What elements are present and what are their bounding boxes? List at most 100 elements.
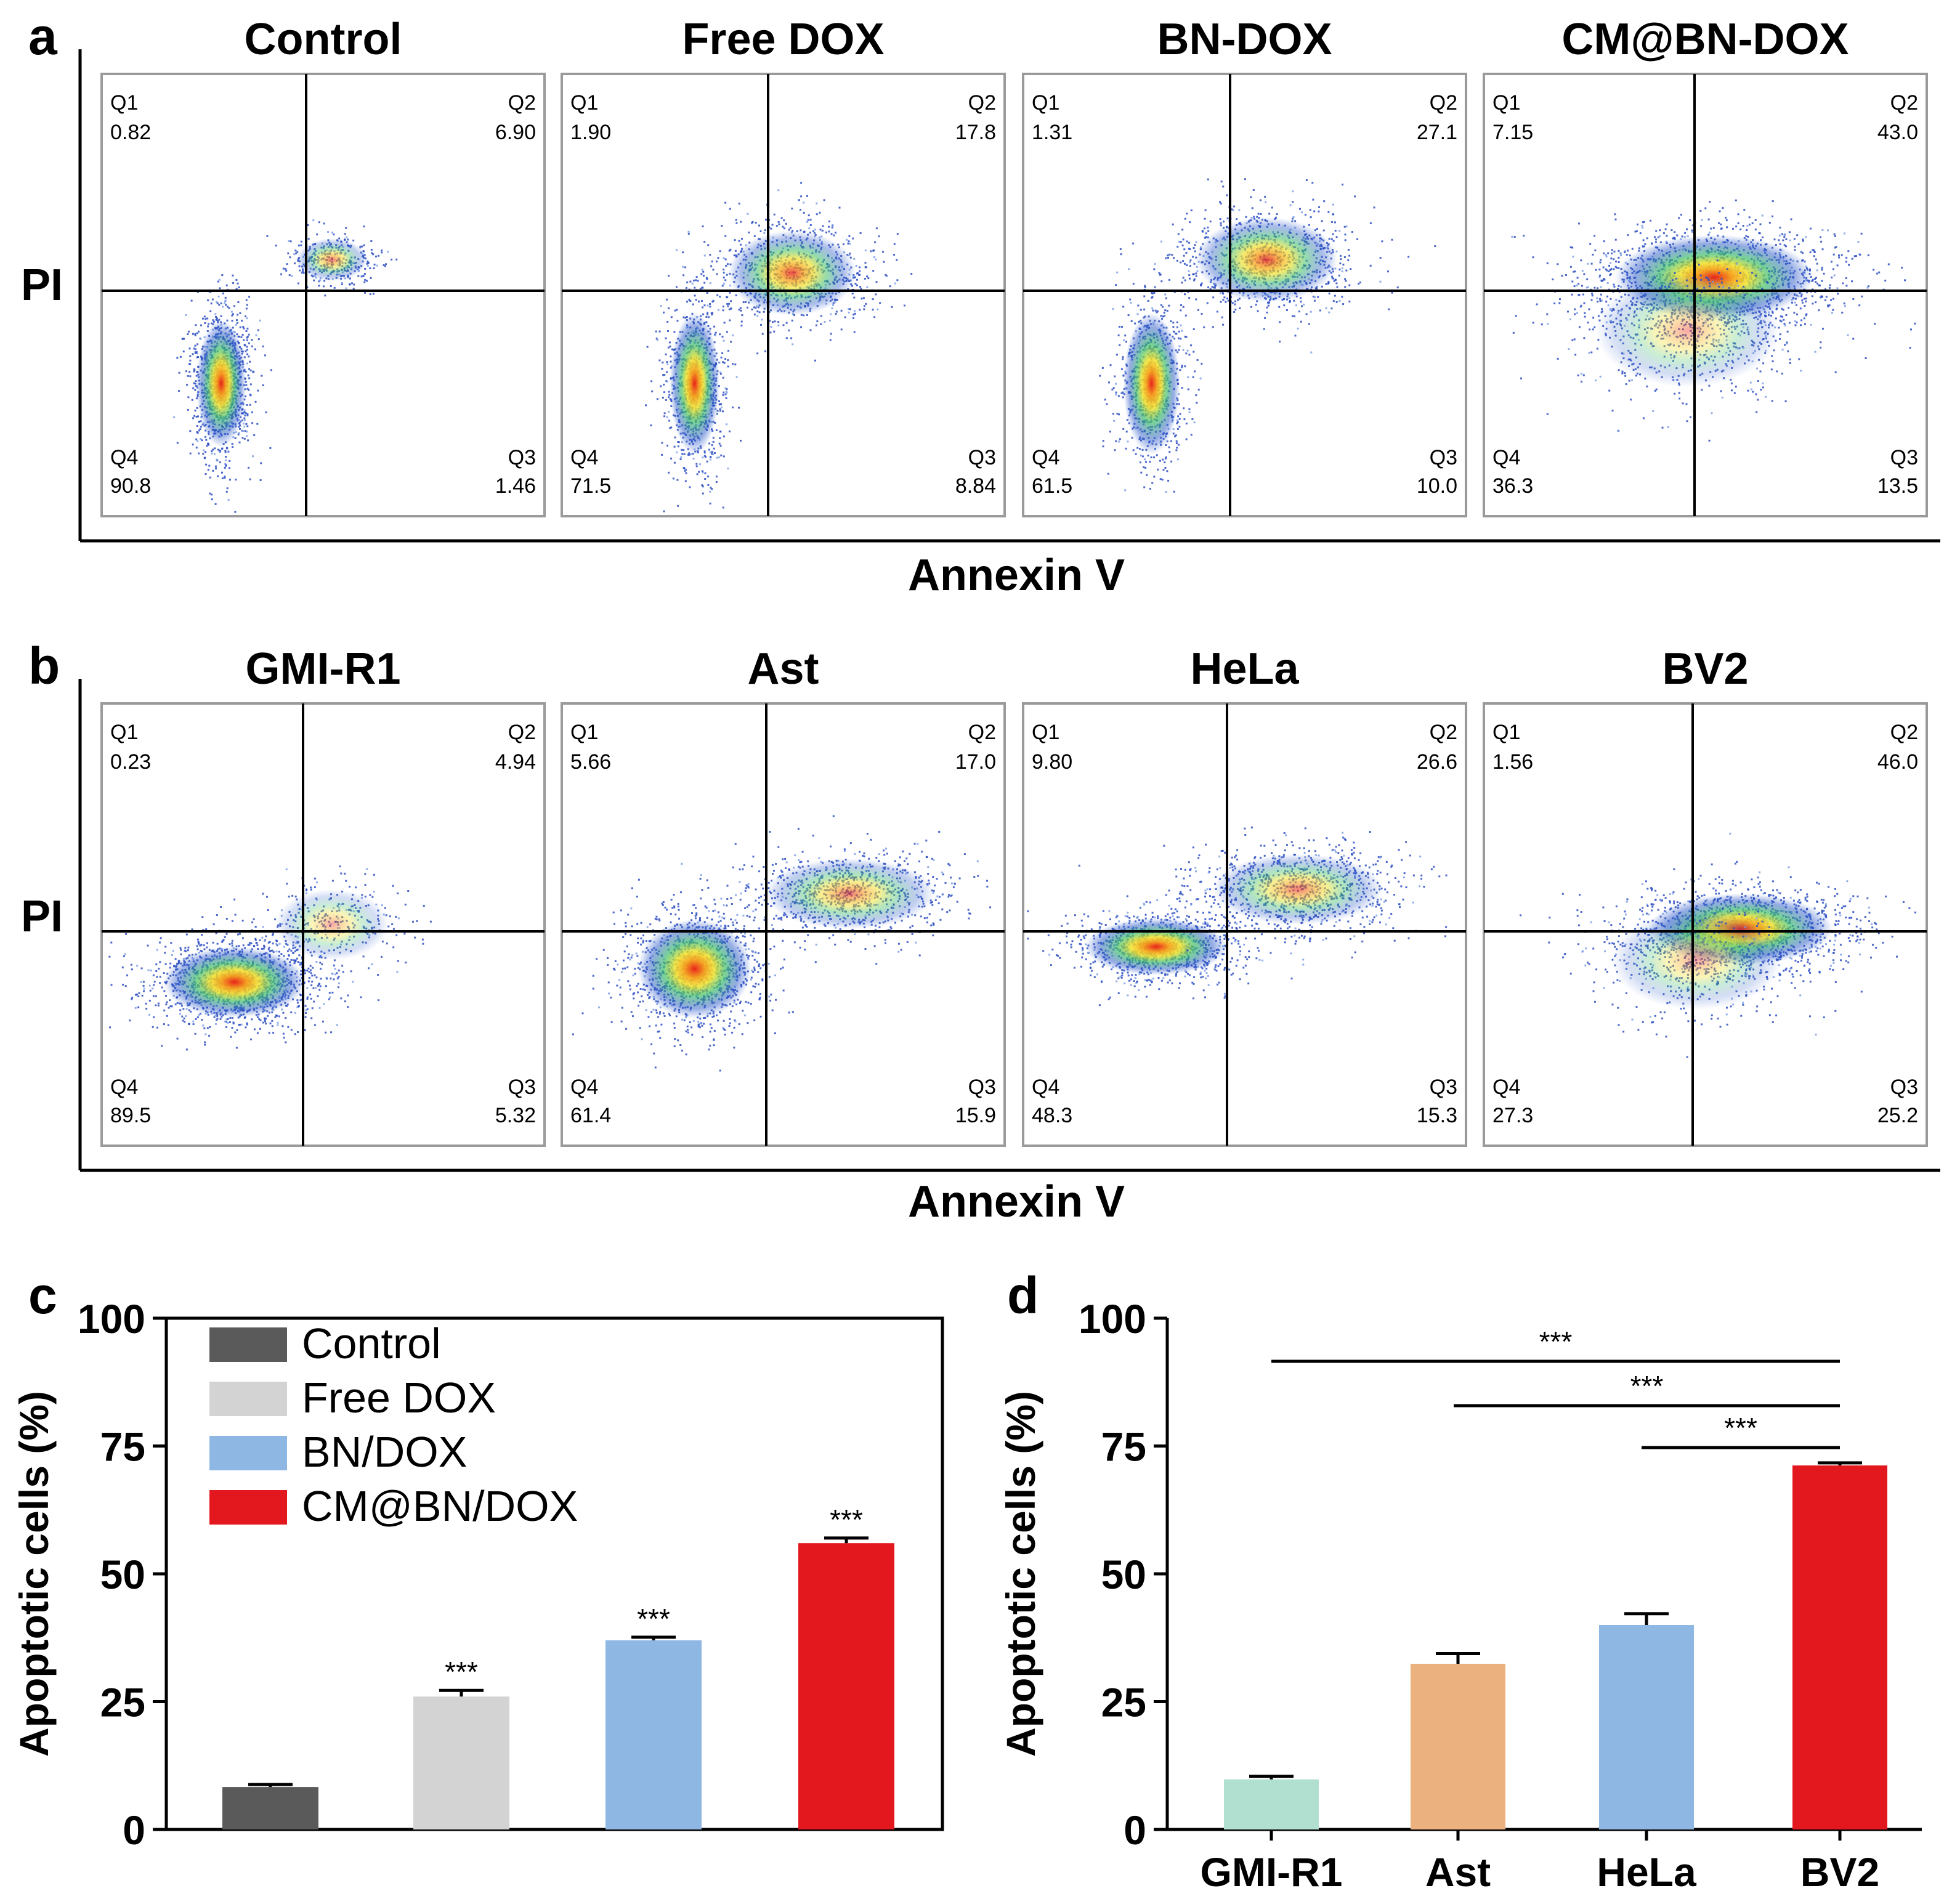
event-dot <box>1323 200 1326 203</box>
event-dot <box>666 298 668 301</box>
quadrant-name-q3: Q3 <box>968 446 996 469</box>
event-dot <box>185 370 187 373</box>
event-dot <box>1176 419 1178 421</box>
event-dot <box>194 344 196 347</box>
event-dot <box>179 355 182 358</box>
event-dot <box>300 244 302 246</box>
plot-title: BN-DOX <box>1157 15 1332 64</box>
event-dot <box>1134 322 1136 325</box>
event-dot <box>1115 284 1117 286</box>
event-dot <box>656 398 658 400</box>
event-dot <box>195 416 198 418</box>
event-dot <box>319 279 322 282</box>
event-dot <box>1175 333 1177 335</box>
event-dot <box>242 423 245 425</box>
event-dot <box>1220 301 1222 303</box>
event-dot <box>1149 487 1151 490</box>
event-dot <box>738 240 740 242</box>
event-dot <box>187 330 190 333</box>
event-dot <box>186 384 188 386</box>
event-dot <box>1295 304 1297 307</box>
event-dot <box>1369 264 1372 267</box>
event-dot <box>702 492 704 495</box>
event-dot <box>299 269 301 272</box>
event-dot <box>694 294 696 297</box>
event-dot <box>723 257 725 259</box>
event-dot <box>765 219 767 221</box>
event-dot <box>657 339 658 341</box>
event-dot <box>820 323 822 325</box>
event-dot <box>687 230 690 233</box>
event-dot <box>1188 270 1190 272</box>
event-dot <box>725 397 727 399</box>
event-dot <box>1205 236 1207 238</box>
event-dot <box>333 233 335 236</box>
event-dot <box>716 273 718 275</box>
event-dot <box>357 275 360 277</box>
event-dot <box>708 316 710 318</box>
event-dot <box>1168 278 1170 281</box>
event-dot <box>854 312 856 315</box>
event-dot <box>1201 312 1203 315</box>
event-dot <box>1168 451 1171 453</box>
event-dot <box>298 245 300 247</box>
event-dot <box>1180 309 1182 312</box>
event-dot <box>231 443 233 445</box>
event-dot <box>709 502 711 504</box>
event-dot <box>751 308 753 310</box>
event-dot <box>1226 194 1228 196</box>
event-dot <box>666 361 668 363</box>
event-dot <box>1143 466 1145 469</box>
event-dot <box>726 331 728 333</box>
event-dot <box>1391 291 1393 294</box>
event-dot <box>776 225 778 227</box>
event-dot <box>243 419 246 421</box>
event-dot <box>1233 205 1236 208</box>
event-dot <box>1237 299 1239 301</box>
event-dot <box>666 363 669 365</box>
event-dot <box>257 389 259 392</box>
event-dot <box>891 306 893 308</box>
event-dot <box>769 320 771 322</box>
event-dot <box>222 292 224 294</box>
event-dot <box>245 299 248 301</box>
event-dot <box>1199 377 1202 379</box>
event-dot <box>241 320 243 322</box>
event-dot <box>688 452 690 455</box>
event-dot <box>1176 259 1178 262</box>
event-dot <box>1318 206 1320 208</box>
event-dot <box>1342 264 1345 266</box>
event-dot <box>1162 315 1164 318</box>
event-dot <box>362 275 365 277</box>
event-dot <box>1334 278 1337 281</box>
event-dot <box>771 224 774 226</box>
event-dot <box>741 238 743 240</box>
event-dot <box>241 350 244 353</box>
y-axis-label: PI <box>21 261 63 310</box>
event-dot <box>246 327 249 330</box>
event-dot <box>777 189 780 192</box>
event-dot <box>723 455 725 458</box>
event-dot <box>1257 310 1259 312</box>
event-dot <box>243 417 246 419</box>
event-dot <box>214 447 216 450</box>
event-dot <box>1139 461 1141 464</box>
event-dot <box>676 479 679 481</box>
event-dot <box>248 368 251 370</box>
event-dot <box>853 310 856 312</box>
event-dot <box>194 410 196 412</box>
event-dot <box>701 269 703 271</box>
event-dot <box>761 333 764 335</box>
event-dot <box>785 322 788 324</box>
event-dot <box>249 383 252 386</box>
event-dot <box>663 415 666 418</box>
event-dot <box>1146 474 1148 476</box>
panel-letter-a: a <box>28 7 58 65</box>
event-dot <box>1225 301 1227 303</box>
event-dot <box>1116 354 1118 356</box>
event-dot <box>764 229 766 232</box>
event-dot <box>238 441 241 444</box>
event-dot <box>198 429 200 432</box>
event-dot <box>196 440 199 442</box>
event-dot <box>1200 283 1202 286</box>
